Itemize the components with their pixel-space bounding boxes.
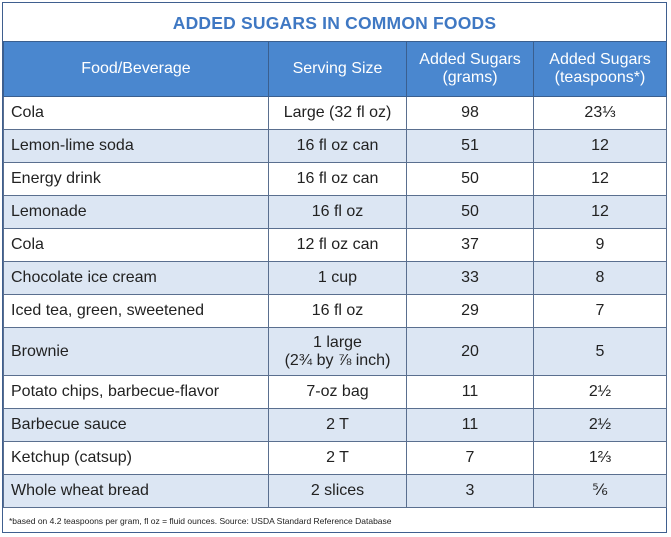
cell-food: Barbecue sauce <box>3 408 269 442</box>
cell-teaspoons: ⅚ <box>533 474 667 508</box>
cell-food: Cola <box>3 228 269 262</box>
table-header-row: Food/Beverage Serving Size Added Sugars … <box>3 41 667 97</box>
table-row: Energy drink 16 fl oz can 50 12 <box>3 162 667 196</box>
cell-grams: 7 <box>406 441 534 475</box>
table-row: Whole wheat bread 2 slices 3 ⅚ <box>3 474 667 508</box>
cell-food: Lemon-lime soda <box>3 129 269 163</box>
cell-teaspoons: 1⅔ <box>533 441 667 475</box>
cell-grams: 51 <box>406 129 534 163</box>
cell-food: Iced tea, green, sweetened <box>3 294 269 328</box>
cell-serving-line1: 1 large <box>313 333 362 351</box>
cell-serving: 12 fl oz can <box>268 228 407 262</box>
table-row: Lemon-lime soda 16 fl oz can 51 12 <box>3 129 667 163</box>
header-grams-line1: Added Sugars <box>419 51 521 68</box>
cell-teaspoons: 7 <box>533 294 667 328</box>
cell-serving: 16 fl oz <box>268 195 407 229</box>
cell-teaspoons: 2½ <box>533 375 667 409</box>
cell-food: Chocolate ice cream <box>3 261 269 295</box>
header-food: Food/Beverage <box>3 41 269 97</box>
cell-serving: 1 cup <box>268 261 407 295</box>
table-row: Cola Large (32 fl oz) 98 23⅓ <box>3 96 667 130</box>
cell-grams: 50 <box>406 195 534 229</box>
cell-grams: 37 <box>406 228 534 262</box>
table-row: Brownie 1 large (2¾ by ⅞ inch) 20 5 <box>3 327 667 376</box>
cell-food: Cola <box>3 96 269 130</box>
cell-grams: 33 <box>406 261 534 295</box>
cell-food: Brownie <box>3 327 269 376</box>
table-row: Iced tea, green, sweetened 16 fl oz 29 7 <box>3 294 667 328</box>
header-grams: Added Sugars (grams) <box>406 41 534 97</box>
table-row: Potato chips, barbecue-flavor 7-oz bag 1… <box>3 375 667 409</box>
table-title: ADDED SUGARS IN COMMON FOODS <box>172 13 497 33</box>
cell-serving: 7-oz bag <box>268 375 407 409</box>
cell-teaspoons: 12 <box>533 129 667 163</box>
cell-teaspoons: 9 <box>533 228 667 262</box>
header-serving: Serving Size <box>268 41 407 97</box>
cell-grams: 50 <box>406 162 534 196</box>
cell-food: Ketchup (catsup) <box>3 441 269 475</box>
header-teaspoons: Added Sugars (teaspoons*) <box>533 41 667 97</box>
cell-grams: 98 <box>406 96 534 130</box>
table-row: Chocolate ice cream 1 cup 33 8 <box>3 261 667 295</box>
cell-teaspoons: 8 <box>533 261 667 295</box>
header-grams-line2: (grams) <box>442 69 498 86</box>
cell-serving: 2 slices <box>268 474 407 508</box>
cell-food: Whole wheat bread <box>3 474 269 508</box>
cell-grams: 3 <box>406 474 534 508</box>
header-teaspoons-line2: (teaspoons*) <box>554 69 646 86</box>
cell-grams: 29 <box>406 294 534 328</box>
sugar-table: Food/Beverage Serving Size Added Sugars … <box>3 41 667 508</box>
cell-serving: 16 fl oz can <box>268 162 407 196</box>
cell-teaspoons: 12 <box>533 195 667 229</box>
cell-food: Energy drink <box>3 162 269 196</box>
cell-serving: 16 fl oz <box>268 294 407 328</box>
cell-food: Potato chips, barbecue-flavor <box>3 375 269 409</box>
cell-serving-line2: (2¾ by ⅞ inch) <box>284 351 391 369</box>
cell-food: Lemonade <box>3 195 269 229</box>
cell-teaspoons: 2½ <box>533 408 667 442</box>
table-row: Lemonade 16 fl oz 50 12 <box>3 195 667 229</box>
cell-teaspoons: 12 <box>533 162 667 196</box>
table-row: Ketchup (catsup) 2 T 7 1⅔ <box>3 441 667 475</box>
footnote: *based on 4.2 teaspoons per gram, fl oz … <box>9 516 392 526</box>
cell-teaspoons: 23⅓ <box>533 96 667 130</box>
cell-serving: 2 T <box>268 408 407 442</box>
cell-serving: 2 T <box>268 441 407 475</box>
table-row: Barbecue sauce 2 T 11 2½ <box>3 408 667 442</box>
cell-teaspoons: 5 <box>533 327 667 376</box>
cell-grams: 11 <box>406 375 534 409</box>
cell-serving: Large (32 fl oz) <box>268 96 407 130</box>
cell-grams: 20 <box>406 327 534 376</box>
sugar-table-panel: ADDED SUGARS IN COMMON FOODS Food/Bevera… <box>2 2 667 533</box>
table-row: Cola 12 fl oz can 37 9 <box>3 228 667 262</box>
cell-grams: 11 <box>406 408 534 442</box>
cell-serving: 16 fl oz can <box>268 129 407 163</box>
cell-serving: 1 large (2¾ by ⅞ inch) <box>268 327 407 376</box>
header-teaspoons-line1: Added Sugars <box>549 51 651 68</box>
